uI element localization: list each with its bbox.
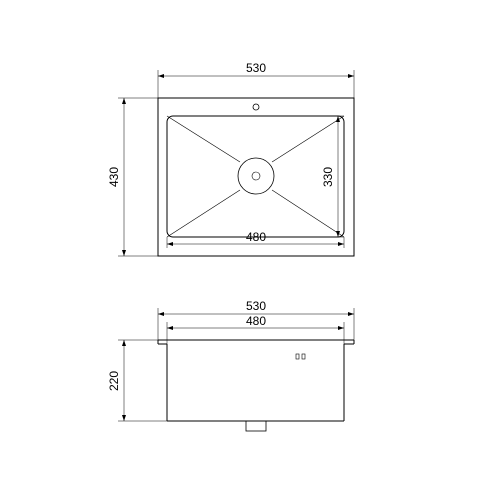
top-inner-bowl bbox=[167, 116, 344, 237]
dim-label: 430 bbox=[107, 167, 121, 187]
dim-label: 480 bbox=[246, 230, 266, 244]
dim-label: 530 bbox=[246, 61, 266, 75]
dim-top-530: 530 bbox=[158, 61, 354, 98]
dim-side-220: 220 bbox=[107, 340, 167, 421]
fold-line bbox=[272, 116, 344, 162]
dim-left-430: 430 bbox=[107, 98, 158, 256]
dim-right-330: 330 bbox=[321, 116, 344, 237]
dim-bottom-480: 480 bbox=[167, 230, 344, 248]
faucet-hole-icon bbox=[253, 104, 259, 110]
dim-label: 530 bbox=[246, 299, 266, 313]
dim-label: 220 bbox=[107, 371, 121, 391]
fold-line bbox=[167, 116, 240, 162]
top-view: 530 430 330 480 bbox=[107, 61, 354, 256]
fold-line bbox=[272, 190, 344, 237]
drain-stub-icon bbox=[246, 421, 266, 431]
fold-line bbox=[167, 190, 240, 237]
drain-center-icon bbox=[252, 172, 260, 180]
dim-label: 480 bbox=[246, 314, 266, 328]
dimension-drawing: 530 430 330 480 bbox=[0, 0, 504, 504]
dim-label: 330 bbox=[321, 167, 335, 187]
side-view: 530 480 220 bbox=[107, 299, 354, 431]
drain-circle-icon bbox=[238, 158, 274, 194]
